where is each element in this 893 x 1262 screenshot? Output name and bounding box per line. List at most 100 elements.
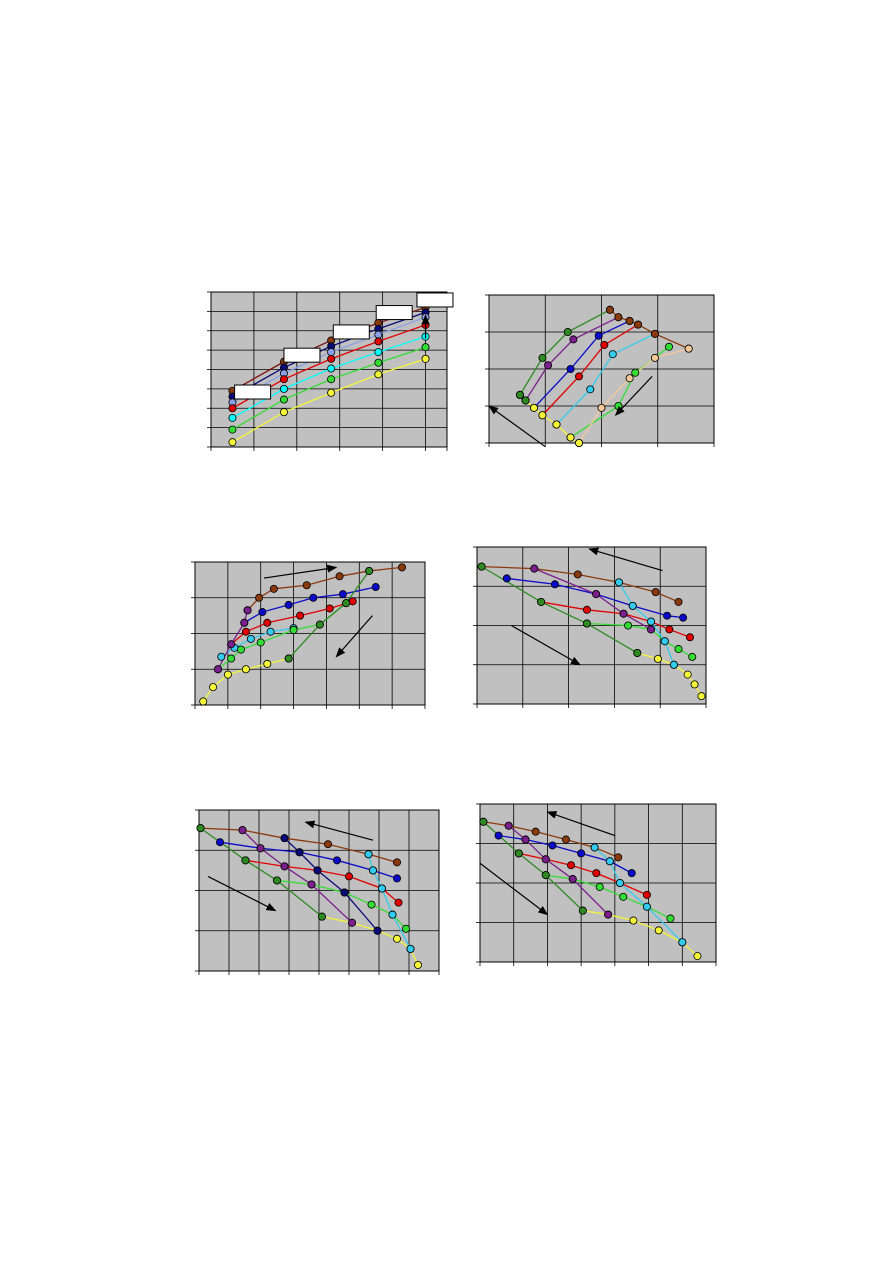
data-point-darkgreen	[578, 906, 587, 915]
data-point-blue	[215, 838, 224, 847]
direction-arrow	[614, 375, 653, 416]
data-point-red	[600, 340, 609, 349]
data-point-cyan	[608, 350, 617, 359]
data-point-green	[664, 342, 673, 351]
data-point-purple	[544, 361, 553, 370]
data-point-brown	[573, 570, 582, 579]
data-point-yellow	[693, 952, 702, 961]
series-line-cyan	[556, 333, 656, 425]
data-point-green	[595, 882, 604, 891]
data-point-cyan	[266, 627, 275, 636]
data-point-green	[228, 425, 237, 434]
data-point-yellow	[241, 665, 250, 674]
data-point-brown	[397, 563, 406, 572]
data-point-yellow	[374, 370, 383, 379]
data-point-cyan	[246, 634, 255, 643]
series-line-brown	[200, 827, 398, 863]
label-box	[234, 384, 272, 400]
data-point-darkgreen	[241, 856, 250, 865]
data-point-purple	[647, 625, 656, 634]
data-point-red	[279, 375, 288, 384]
data-point-darkgreen	[284, 654, 293, 663]
data-point-red	[567, 861, 576, 870]
data-point-darkgreen	[273, 876, 282, 885]
series-line-darkgreen	[519, 309, 611, 396]
data-point-cyan	[368, 866, 377, 875]
data-point-cyan	[628, 601, 637, 610]
series-line-red	[518, 852, 648, 896]
data-point-yellow	[566, 433, 575, 442]
series-line-blue	[533, 320, 630, 409]
data-point-darkgreen	[196, 824, 205, 833]
data-point-purple	[569, 335, 578, 344]
direction-arrow	[207, 875, 277, 912]
data-point-blue	[663, 611, 672, 620]
data-point-red	[228, 404, 237, 413]
series-line-blue	[498, 834, 633, 874]
series-line-blue	[219, 841, 398, 880]
data-point-yellow	[629, 916, 638, 925]
data-point-bright_cyan	[327, 364, 336, 373]
data-point-yellow	[697, 692, 706, 701]
label-box	[375, 305, 413, 321]
data-point-yellow	[392, 934, 401, 943]
series-line-brown	[483, 821, 619, 858]
data-point-brown	[674, 597, 683, 606]
data-point-brown	[302, 581, 311, 590]
data-point-peach	[625, 374, 634, 383]
chart-4	[465, 537, 715, 712]
data-point-navy	[313, 866, 322, 875]
chart-6-svg	[476, 803, 717, 966]
data-point-red	[642, 890, 651, 899]
data-point-navy	[373, 926, 382, 935]
data-point-yellow	[413, 960, 422, 969]
data-point-purple	[530, 564, 539, 573]
data-point-darkgreen	[563, 328, 572, 337]
data-point-green	[256, 638, 265, 647]
data-point-cyan	[388, 910, 397, 919]
data-point-purple	[243, 606, 252, 615]
data-point-purple	[307, 880, 316, 889]
data-point-bright_cyan	[374, 348, 383, 357]
data-point-yellow	[327, 388, 336, 397]
data-point-red	[575, 372, 584, 381]
chart-3-svg	[191, 561, 426, 709]
data-point-green	[227, 654, 236, 663]
data-point-red	[241, 627, 250, 636]
data-point-purple	[604, 910, 613, 919]
data-point-brown	[335, 572, 344, 581]
series-line-purple	[534, 567, 652, 630]
data-point-blue	[371, 583, 380, 592]
data-point-green	[374, 358, 383, 367]
direction-arrow	[304, 820, 374, 841]
data-point-purple	[347, 918, 356, 927]
direction-arrow	[263, 564, 338, 579]
data-point-blue	[550, 580, 559, 589]
chart-3	[185, 552, 435, 717]
data-point-blue	[548, 841, 557, 850]
direction-arrow	[488, 405, 546, 448]
data-point-yellow	[209, 683, 218, 692]
data-point-blue	[679, 613, 688, 622]
series-line-darkgreen	[481, 566, 638, 654]
data-point-purple	[256, 844, 265, 853]
chart-5-svg	[195, 809, 440, 975]
data-point-green	[367, 900, 376, 909]
data-point-yellow	[263, 659, 272, 668]
data-point-darkgreen	[479, 817, 488, 826]
data-point-peach	[650, 353, 659, 362]
data-point-darkgreen	[514, 849, 523, 858]
data-point-yellow	[199, 697, 208, 706]
data-point-lightblue	[327, 348, 336, 357]
data-point-green	[619, 892, 628, 901]
data-point-yellow	[228, 438, 237, 447]
direction-arrow	[588, 547, 663, 572]
data-point-brown	[531, 827, 540, 836]
data-point-cyan	[590, 843, 599, 852]
data-point-red	[344, 872, 353, 881]
data-point-purple	[568, 875, 577, 884]
data-point-navy	[295, 848, 304, 857]
data-point-yellow	[530, 403, 539, 412]
data-point-darkgreen	[317, 912, 326, 921]
chart-5	[190, 800, 450, 980]
